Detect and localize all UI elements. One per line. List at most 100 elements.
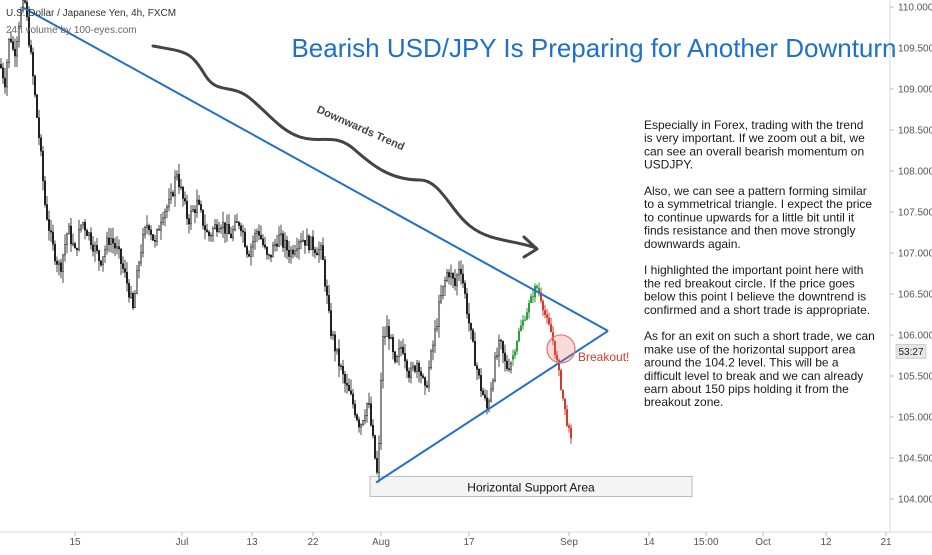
candle-body: [254, 232, 256, 242]
time-tick-label: Sep: [560, 537, 578, 548]
candle-body: [388, 326, 390, 339]
candle-body: [198, 199, 200, 205]
time-tick-label: 21: [880, 537, 892, 548]
candle-body: [364, 415, 366, 421]
candle-body: [16, 41, 18, 57]
description-line: confirmed and a short trade is appropria…: [644, 303, 870, 317]
description-line: is very important. If we zoom out a bit,…: [644, 131, 865, 145]
candle-body: [94, 245, 96, 252]
candle-body: [434, 328, 436, 346]
candle-body: [60, 262, 62, 272]
time-tick-label: 22: [307, 537, 319, 548]
time-tick-label: Aug: [372, 537, 390, 548]
candle-body: [100, 260, 102, 266]
candle-body: [190, 210, 192, 225]
candle-body: [444, 280, 446, 287]
candle-body: [352, 393, 354, 405]
candle-body: [212, 228, 214, 236]
breakout-marker: Breakout!: [546, 334, 629, 364]
countdown-label: 53:27: [898, 347, 923, 358]
candle-body: [178, 174, 180, 188]
trend-arrow-head: [522, 235, 539, 259]
candle-body: [322, 245, 324, 261]
candle-body: [292, 249, 294, 255]
candle-body: [152, 234, 154, 241]
candle-body: [378, 443, 380, 473]
candle-body: [40, 137, 42, 152]
candle-body: [350, 390, 352, 395]
candle-body: [162, 217, 164, 223]
candle-body: [354, 403, 356, 416]
candle-body: [414, 365, 416, 372]
candle-body: [346, 383, 348, 386]
candle-body: [338, 348, 340, 367]
trendlines: [21, 6, 609, 484]
candle-body: [456, 274, 458, 286]
candle-body: [174, 176, 176, 197]
candle-body: [112, 238, 114, 244]
description-line: earn about 150 pips holding it from the: [644, 382, 849, 396]
candle-body: [160, 221, 162, 231]
price-tick-label: 106.000: [898, 331, 932, 342]
candle-body: [340, 365, 342, 367]
candle-body: [446, 272, 448, 281]
candle-body: [448, 272, 450, 278]
candle-body: [372, 424, 374, 436]
candle-body: [450, 273, 452, 278]
candle-body: [278, 234, 280, 247]
candle-body: [46, 204, 48, 220]
downtrend-arrow: Downwards Trend: [151, 44, 539, 259]
candle-body: [114, 243, 116, 249]
candle-body: [72, 243, 74, 245]
projection-body: [522, 320, 524, 326]
candle-body: [298, 241, 300, 250]
projection-body: [560, 370, 562, 390]
candle-body: [32, 51, 34, 77]
candle-body: [274, 243, 276, 246]
description-line: Also, we can see a pattern forming simil…: [644, 184, 867, 198]
candle-body: [56, 260, 58, 265]
candle-body: [404, 353, 406, 362]
candle-body: [366, 403, 368, 417]
time-tick-label: 12: [820, 537, 832, 548]
description-line: USDJPY.: [644, 158, 693, 172]
candle-body: [52, 231, 54, 245]
candle-body: [6, 62, 8, 88]
candle-body: [226, 224, 228, 234]
candle-body: [416, 362, 418, 372]
projection-body: [548, 317, 550, 325]
projection-body: [558, 360, 560, 371]
candle-body: [400, 346, 402, 349]
projection-body: [528, 302, 530, 313]
candle-body: [136, 270, 138, 294]
candle-body: [256, 231, 258, 234]
candle-body: [248, 253, 250, 257]
candle-body: [320, 245, 322, 250]
candle-body: [86, 230, 88, 237]
candle-body: [180, 186, 182, 189]
description-line: around the 104.2 level. This will be a: [644, 356, 839, 370]
time-tick-label: 15: [69, 537, 81, 548]
candle-body: [48, 219, 50, 231]
candle-body: [50, 230, 52, 233]
time-tick-label: Oct: [755, 537, 771, 548]
candle-body: [28, 16, 30, 46]
candle-body: [230, 233, 232, 239]
price-axis: 110.000 109.500 109.000 108.500 108.000 107.5…: [890, 3, 932, 506]
candle-body: [398, 348, 400, 357]
candle-body: [418, 362, 420, 372]
candle-body: [258, 231, 260, 236]
candle-body: [454, 278, 456, 286]
candle-body: [98, 250, 100, 262]
candle-body: [244, 231, 246, 248]
candle-body: [426, 385, 428, 388]
candle-body: [222, 222, 224, 229]
candle-body: [380, 379, 382, 444]
candle-body: [80, 224, 82, 230]
time-tick-label: 14: [643, 537, 655, 548]
candle-body: [318, 249, 320, 256]
price-countdown-badge: 53:27: [895, 344, 927, 359]
price-tick-label: 109.500: [898, 44, 932, 55]
candle-body: [478, 369, 480, 376]
time-tick-label: 15:00: [693, 537, 718, 548]
